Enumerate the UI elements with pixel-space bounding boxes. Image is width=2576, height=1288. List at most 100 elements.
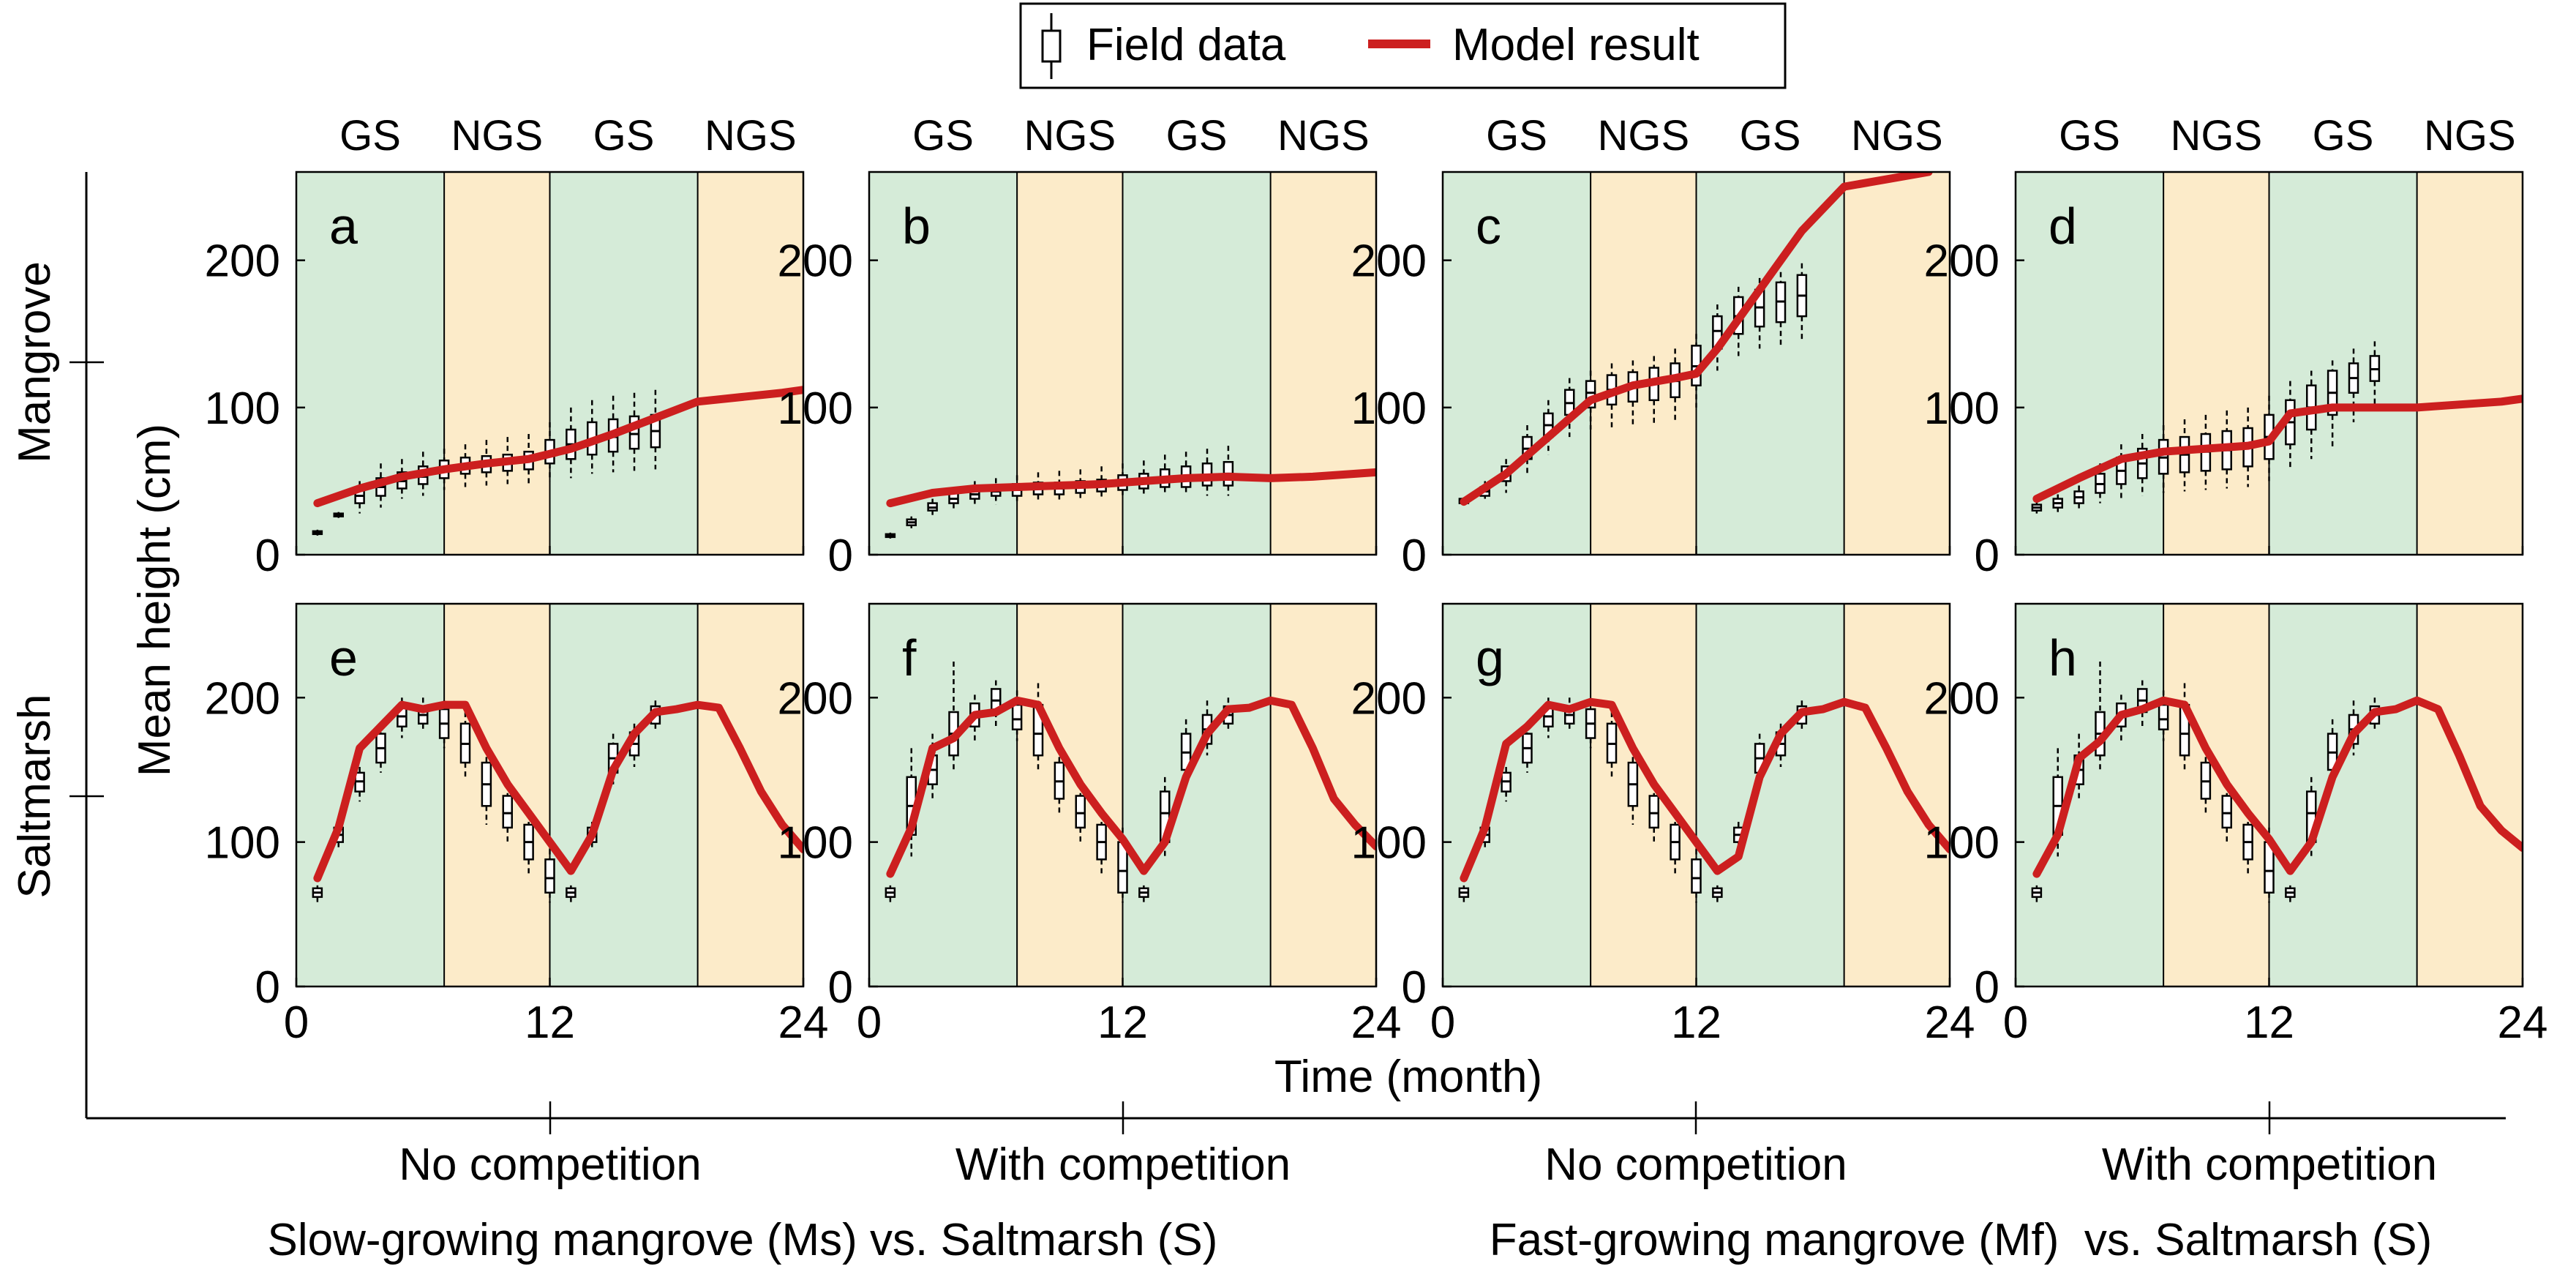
panel-frame xyxy=(2014,602,2524,988)
field-boxplot xyxy=(2158,690,2169,741)
column-label-2: With competition xyxy=(955,1139,1291,1190)
field-boxplot xyxy=(1585,700,1596,749)
field-boxplot xyxy=(333,512,344,518)
season-band-ngs xyxy=(1591,604,1697,986)
field-boxplot xyxy=(2242,813,2253,875)
season-band-ngs xyxy=(1270,172,1376,555)
season-band-ngs xyxy=(697,172,803,555)
legend-boxplot-icon xyxy=(1041,13,1062,79)
season-band-gs xyxy=(1696,172,1844,555)
field-boxplot xyxy=(312,885,323,903)
season-label-3-2: NGS xyxy=(1597,112,1689,160)
season-band-gs xyxy=(869,172,1018,555)
season-band-gs xyxy=(869,604,1018,986)
field-boxplot xyxy=(1501,767,1512,802)
season-band-ngs xyxy=(1017,604,1123,986)
season-label-2-2: NGS xyxy=(1024,112,1116,160)
panel-a: 0 100 200 a xyxy=(205,171,805,581)
field-boxplot xyxy=(2031,885,2043,903)
y-tick-label: 0 xyxy=(1975,531,1999,581)
season-label-4-3: GS xyxy=(2313,112,2374,160)
field-boxplot xyxy=(481,748,492,825)
column-label-4: With competition xyxy=(2102,1139,2437,1190)
field-boxplot xyxy=(1564,378,1575,438)
x-tick-label: 24 xyxy=(778,997,829,1048)
panel-d: 0 100 200 d xyxy=(1924,171,2524,581)
season-label-4-1: GS xyxy=(2059,112,2120,160)
field-boxplot xyxy=(2348,348,2359,422)
y-tick-label: 0 xyxy=(1402,531,1427,581)
y-tick-label: 200 xyxy=(778,236,853,287)
model-line xyxy=(1460,697,1950,883)
field-boxplot xyxy=(2095,463,2106,503)
field-boxplot xyxy=(927,498,938,515)
x-tick-label: 0 xyxy=(284,997,309,1048)
panel-b: 0 100 200 b xyxy=(778,171,1378,581)
season-label-1-2: NGS xyxy=(451,112,543,160)
field-boxplot xyxy=(2327,719,2338,785)
field-boxplot xyxy=(1096,813,1107,875)
y-tick-label: 100 xyxy=(205,818,280,869)
panel-frame xyxy=(2014,171,2524,556)
season-band-ngs xyxy=(444,172,550,555)
field-boxplot xyxy=(2221,784,2232,842)
panel-f: 0 100 200 0 12 24 f xyxy=(778,602,1401,1048)
y-tick-label: 100 xyxy=(778,383,853,434)
season-band-ngs xyxy=(2163,604,2269,986)
panel-g: 0 100 200 0 12 24 g xyxy=(1351,602,1975,1048)
panel-letter: c xyxy=(1476,198,1501,255)
legend-model-label: Model result xyxy=(1452,20,1700,70)
season-band-ngs xyxy=(1270,604,1376,986)
panel-letter: f xyxy=(902,629,917,686)
x-tick-label: 0 xyxy=(857,997,882,1048)
y-tick-label: 100 xyxy=(1924,383,1999,434)
field-boxplot xyxy=(2264,827,2275,903)
y-tick-label: 200 xyxy=(205,673,280,724)
y-tick-label: 200 xyxy=(1924,236,1999,287)
field-boxplot xyxy=(1691,849,1702,903)
y-tick-label: 100 xyxy=(1351,818,1427,869)
legend: Field data Model result xyxy=(1019,2,1787,89)
model-line xyxy=(2032,394,2523,503)
season-label-3-1: GS xyxy=(1486,112,1547,160)
season-band-gs xyxy=(1122,172,1271,555)
season-label-2-3: GS xyxy=(1166,112,1228,160)
y-tick-label: 200 xyxy=(1351,673,1427,724)
field-boxplot xyxy=(312,529,323,536)
panel-letter: e xyxy=(329,629,358,686)
x-tick-label: 12 xyxy=(1671,997,1721,1048)
x-tick-label: 0 xyxy=(1430,997,1455,1048)
y-tick-label: 0 xyxy=(1402,962,1427,1013)
y-tick-label: 100 xyxy=(1924,818,1999,869)
season-band-gs xyxy=(1443,172,1591,555)
season-band-ngs xyxy=(697,604,803,986)
field-boxplot xyxy=(1670,813,1681,875)
season-band-gs xyxy=(2016,604,2164,986)
field-boxplot xyxy=(2179,419,2190,492)
season-band-gs xyxy=(1696,604,1844,986)
season-labels: GS NGS GS NGS GS NGS GS NGS GS NGS GS NGS GS NGS GS NGS xyxy=(339,112,2516,160)
season-label-3-3: GS xyxy=(1740,112,1801,160)
outer-axes xyxy=(70,172,2506,1134)
field-boxplot xyxy=(544,849,555,903)
season-band-ngs xyxy=(2417,604,2523,986)
column-label-1: No competition xyxy=(399,1139,702,1190)
season-band-ngs xyxy=(2417,172,2523,555)
panel-letter: d xyxy=(2049,198,2077,255)
y-tick-label: 200 xyxy=(778,673,853,724)
panel-frame xyxy=(868,602,1378,988)
model-line xyxy=(886,468,1376,508)
panel-letter: a xyxy=(329,198,358,255)
x-tick-label: 12 xyxy=(1097,997,1148,1048)
model-line xyxy=(886,696,1376,878)
panel-e: 0 100 200 0 12 24 e xyxy=(205,602,829,1048)
season-label-4-2: NGS xyxy=(2170,112,2262,160)
y-tick-label: 0 xyxy=(1975,962,1999,1013)
field-boxplot xyxy=(906,516,917,528)
row-label-mangrove: Mangrove xyxy=(10,261,60,463)
field-boxplot xyxy=(354,767,365,802)
season-band-gs xyxy=(2269,604,2417,986)
x-tick-label: 24 xyxy=(1925,997,1975,1048)
field-boxplot xyxy=(650,389,661,470)
column-label-3: No competition xyxy=(1544,1139,1847,1190)
